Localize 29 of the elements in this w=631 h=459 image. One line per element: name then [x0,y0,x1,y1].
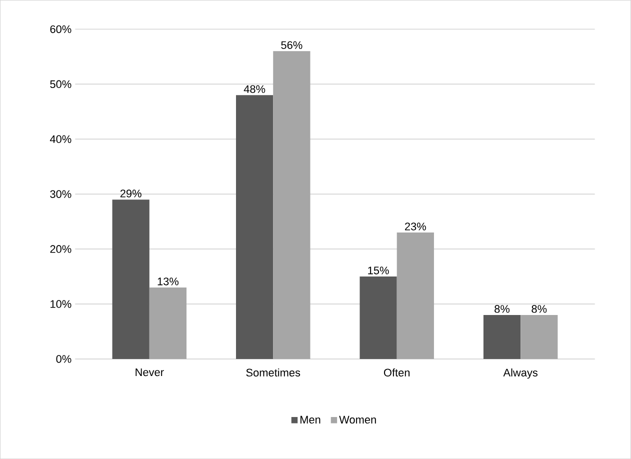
legend-label: Women [339,416,376,424]
y-tick-label: 20% [50,245,72,253]
data-label: 15% [368,266,389,274]
y-tick-label: 50% [50,80,72,88]
bar [149,287,187,359]
data-label: 56% [281,41,302,49]
data-label: 23% [405,222,426,230]
x-tick-label: Never [136,368,164,376]
data-label: 29% [120,190,142,198]
data-label: 13% [158,278,179,286]
y-tick-label: 0% [56,355,72,363]
data-label: 8% [532,305,547,313]
bar [520,314,558,359]
legend-label: Men [300,416,320,424]
bar [236,95,274,359]
data-label: 48% [244,85,266,93]
x-tick-label: Always [503,368,538,379]
x-tick-label: Sometimes [246,368,300,376]
bar [112,200,150,359]
bar [360,276,397,359]
y-tick-label: 60% [50,25,72,34]
data-label: 8% [494,305,510,313]
bar [483,314,521,359]
bar [396,232,434,359]
bar [273,51,310,359]
y-tick-label: 10% [50,300,72,308]
y-tick-label: 30% [50,190,72,198]
x-tick-label: Often [384,368,410,376]
y-tick-label: 40% [50,135,72,143]
